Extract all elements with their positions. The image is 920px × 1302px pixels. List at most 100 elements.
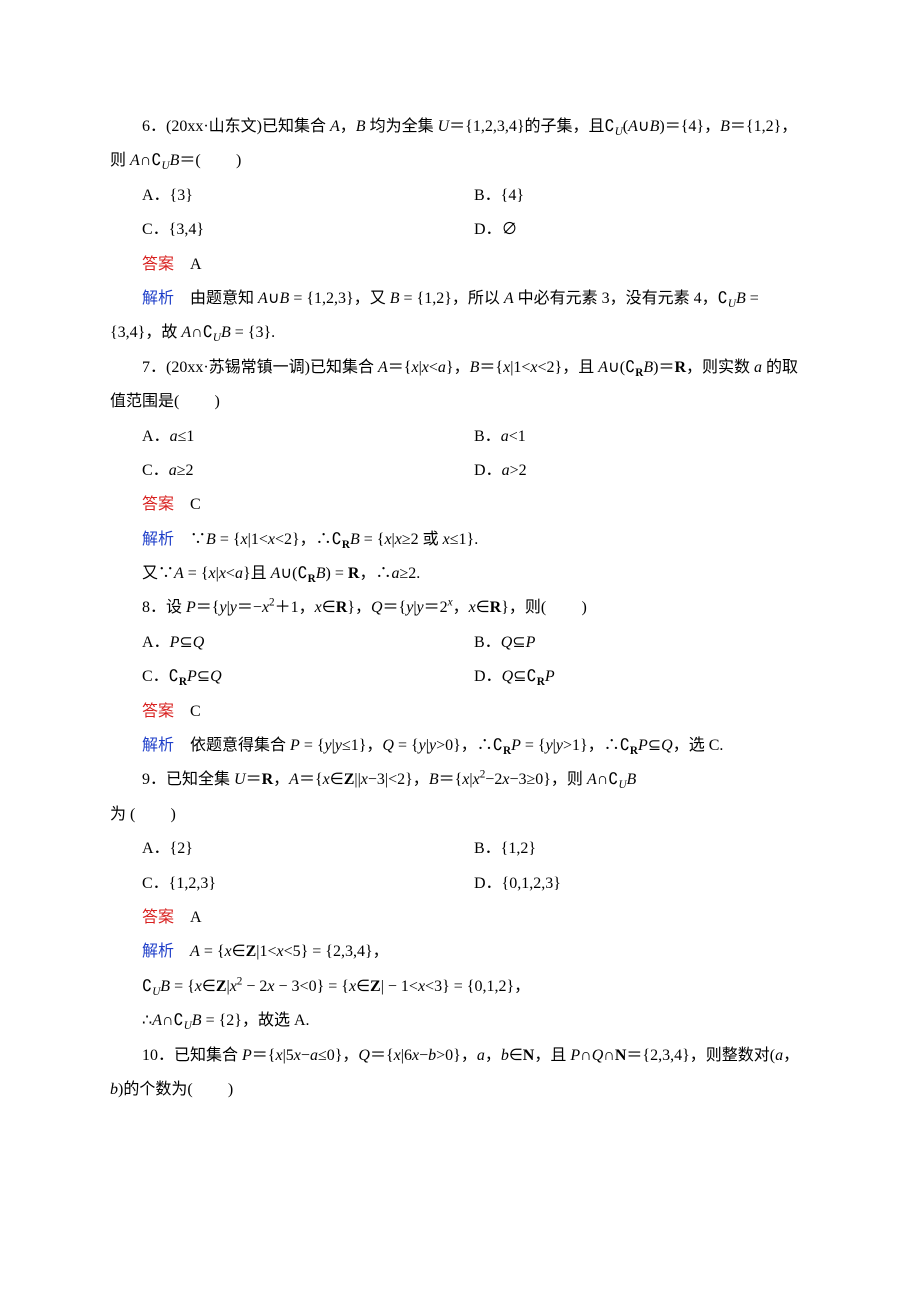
text: ， — [273, 771, 289, 788]
text — [174, 943, 190, 960]
text: ∈ — [202, 978, 216, 995]
text: ＝− — [237, 599, 262, 616]
q9-option-d: D．{0,1,2,3} — [474, 867, 810, 901]
text: |1< — [256, 943, 276, 960]
text: ∪ — [638, 118, 650, 135]
text: ) — [171, 806, 176, 823]
text: >0}，∴∁ — [436, 737, 503, 754]
q7-answer: 答案 C — [110, 488, 810, 522]
text: ，∴ — [359, 565, 391, 582]
text: ＝{ — [370, 1047, 394, 1064]
q8-options-row2: C．∁RP⊆Q D．Q⊆∁RP — [110, 660, 810, 694]
q7-options-row1: A．a≤1 B．a<1 — [110, 420, 810, 454]
text: <1 — [509, 428, 526, 445]
q8-option-d: D．Q⊆∁RP — [474, 660, 810, 694]
text: −3|<2}， — [368, 771, 429, 788]
text: ＝{ — [252, 1047, 276, 1064]
text: − 3<0} = { — [275, 978, 349, 995]
q9-option-c: C．{1,2,3} — [110, 867, 474, 901]
text: = { — [394, 737, 419, 754]
text: |1< — [510, 359, 530, 376]
text: ， — [340, 118, 356, 135]
text: ) — [236, 152, 241, 169]
text: 6．(20xx·山东文)已知集合 — [142, 118, 330, 135]
text: C — [174, 496, 201, 513]
q7-analysis-1: 解析 ∵B = {x|1<x<2}，∴∁RB = {x|x≥2 或 x≤1}. — [110, 523, 810, 557]
q7-option-a: A．a≤1 — [110, 420, 474, 454]
text: ) — [215, 393, 220, 410]
q9-options-row1: A．{2} B．{1,2} — [110, 832, 810, 866]
text: ∈ — [356, 978, 370, 995]
text: <2}，∴∁ — [275, 531, 342, 548]
text: ∩ — [603, 1047, 615, 1064]
text: 8．设 — [142, 599, 186, 616]
text: ∪(∁ — [608, 359, 635, 376]
document-page: 6．(20xx·山东文)已知集合 A，B 均为全集 U＝{1,2,3,4}的子集… — [0, 0, 920, 1302]
text: ∴ — [142, 1012, 152, 1029]
text: 又∵ — [142, 565, 174, 582]
q6-options-row1: A．{3} B．{4} — [110, 179, 810, 213]
q7-stem: 7．(20xx·苏锡常镇一调)已知集合 A＝{x|x<a}，B＝{x|1<x<2… — [110, 351, 810, 420]
text: ＝{ — [479, 359, 503, 376]
text: ＝ — [246, 771, 262, 788]
q6-answer: 答案 A — [110, 248, 810, 282]
text: −2 — [485, 771, 502, 788]
analysis-label: 解析 — [142, 290, 174, 307]
text: = { — [521, 737, 546, 754]
text: ≥2 — [177, 462, 194, 479]
text: ， — [485, 1047, 501, 1064]
text: 由题意知 — [174, 290, 258, 307]
text: = {2}，故选 A. — [202, 1012, 310, 1029]
q8-option-b: B．Q⊆P — [474, 626, 810, 660]
text: ＝{ — [299, 771, 323, 788]
text: 为 ( — [110, 806, 135, 823]
q7-analysis-2: 又∵A = {x|x<a}且 A∪(∁RB) = R，∴a≥2. — [110, 557, 810, 591]
q7-option-c: C．a≥2 — [110, 454, 474, 488]
text: >2 — [510, 462, 527, 479]
analysis-label: 解析 — [142, 737, 174, 754]
text: ∈ — [509, 1047, 523, 1064]
q10-stem: 10．已知集合 P＝{x|5x−a≤0}，Q＝{x|6x−b>0}，a，b∈N，… — [110, 1039, 810, 1108]
answer-label: 答案 — [142, 496, 174, 513]
text: C． — [142, 462, 169, 479]
q9-analysis-2: ∁UB = {x∈Z|x2 − 2x − 3<0} = {x∈Z| − 1<x<… — [110, 970, 810, 1004]
text: −3≥0}，则 — [509, 771, 587, 788]
text: ＋1， — [275, 599, 315, 616]
text: ∈ — [330, 771, 344, 788]
text: − — [301, 1047, 310, 1064]
text: ≤1}. — [450, 531, 478, 548]
text: ＝{2,3,4}，则整数对( — [626, 1047, 775, 1064]
text: ＝{1,2,3,4}的子集，且∁ — [449, 118, 615, 135]
text: ≥2 或 — [402, 531, 443, 548]
text: }，则( — [501, 599, 546, 616]
text: A． — [142, 634, 170, 651]
text: C．∁ — [142, 668, 179, 685]
q6-option-c: C．{3,4} — [110, 213, 474, 247]
text: |1< — [248, 531, 268, 548]
text: ＝{ — [383, 599, 407, 616]
text: ≥2. — [399, 565, 420, 582]
text: ＝( — [179, 152, 200, 169]
text: 10．已知集合 — [142, 1047, 242, 1064]
text: ∁ — [142, 978, 152, 995]
text: ＝{ — [196, 599, 220, 616]
text: ∩∁ — [191, 324, 213, 341]
text: ⊆ — [179, 634, 192, 651]
text: ∩∁ — [162, 1012, 184, 1029]
text: ＝2 — [424, 599, 448, 616]
text: ⊆ — [197, 668, 210, 685]
text: <5} = {2,3,4}， — [284, 943, 389, 960]
text: A — [174, 256, 202, 273]
text: < — [226, 565, 235, 582]
text: − — [419, 1047, 428, 1064]
text: ⊆∁ — [513, 668, 537, 685]
text: ∵ — [174, 531, 206, 548]
text: ，则实数 — [686, 359, 754, 376]
text: = { — [360, 531, 385, 548]
q6-stem: 6．(20xx·山东文)已知集合 A，B 均为全集 U＝{1,2,3,4}的子集… — [110, 110, 810, 179]
text: ≤1 — [178, 428, 195, 445]
q6-analysis: 解析 由题意知 A∪B = {1,2,3}，又 B = {1,2}，所以 A 中… — [110, 282, 810, 351]
text: ∈ — [322, 599, 336, 616]
text: = {3}. — [231, 324, 275, 341]
text: = {1,2,3}，又 — [289, 290, 389, 307]
